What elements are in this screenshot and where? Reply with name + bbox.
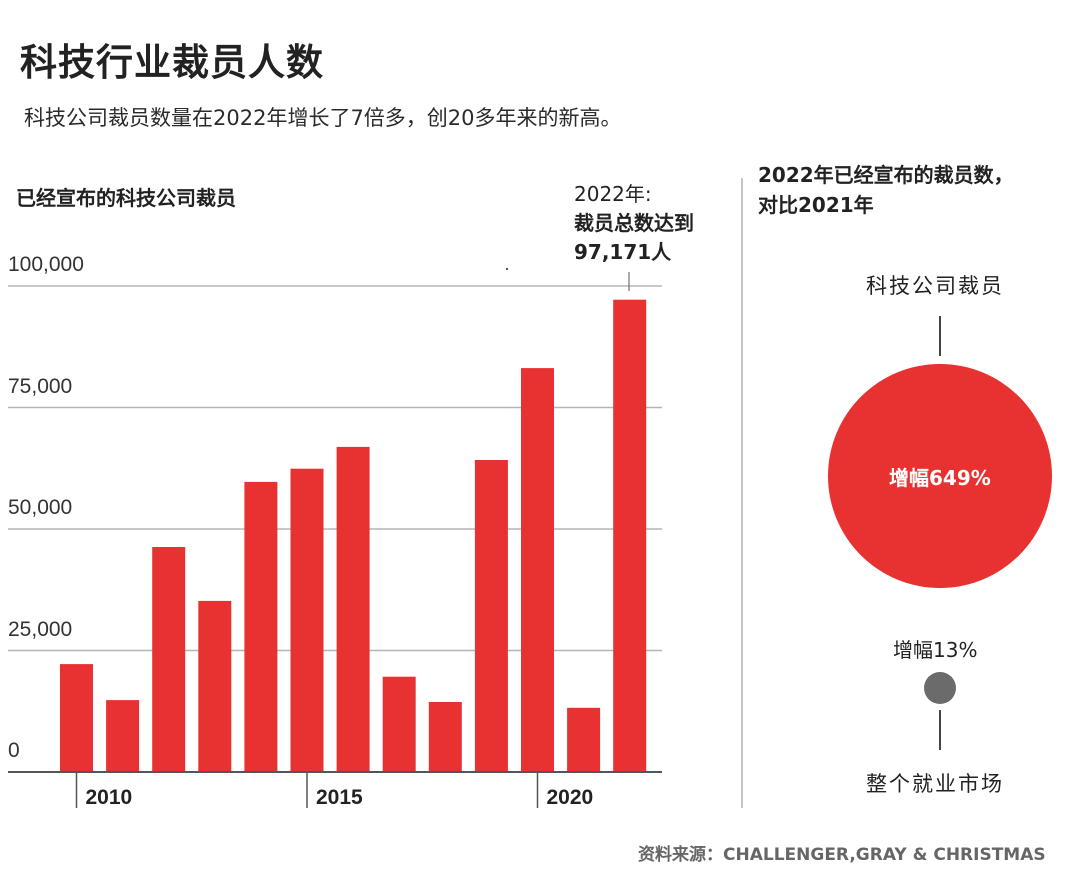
job-market-label: 整个就业市场	[866, 772, 1004, 796]
bar-2011	[106, 700, 140, 772]
x-tick-label: 2015	[316, 786, 363, 809]
y-tick-label: 0	[8, 739, 20, 762]
comparison-title: 2022年已经宣布的裁员数， 对比2021年	[758, 160, 1014, 220]
chart-title: 已经宣布的科技公司裁员	[16, 186, 236, 210]
comparison-title-line2: 对比2021年	[758, 193, 874, 217]
annotation-value: 97,171人	[574, 240, 672, 264]
y-tick-label: 75,000	[8, 374, 73, 398]
bar-2019	[474, 460, 508, 772]
market-increase-label: 增幅13%	[893, 638, 978, 662]
bar-2010	[60, 664, 93, 772]
comparison-title-line1: 2022年已经宣布的裁员数，	[758, 163, 1014, 187]
page-title: 科技行业裁员人数	[20, 41, 324, 84]
tech-layoffs-bubble	[828, 364, 1052, 588]
bar-2016	[336, 446, 370, 772]
stray-dot	[505, 267, 509, 271]
bar-2021	[567, 707, 601, 772]
source-credit: 资料来源：CHALLENGER,GRAY & CHRISTMAS	[638, 845, 1046, 865]
bar-2017	[382, 676, 416, 772]
annotation-text: 裁员总数达到	[574, 211, 694, 235]
y-tick-label: 25,000	[8, 617, 73, 641]
y-tick-label: 100,000	[8, 253, 84, 276]
bar-2014	[244, 481, 278, 772]
bar-2012	[152, 547, 186, 772]
tech-layoffs-label: 科技公司裁员	[866, 274, 1004, 298]
bar-2022	[613, 299, 647, 772]
bars	[60, 299, 647, 772]
page-subtitle: 科技公司裁员数量在2022年增长了7倍多，创20多年来的新高。	[24, 106, 622, 130]
bar-2015	[290, 468, 324, 772]
y-tick-label: 50,000	[8, 496, 73, 519]
x-tick-label: 2010	[85, 786, 133, 809]
annotation-2022: 2022年: 裁员总数达到 97,171人	[574, 180, 694, 267]
x-axis	[8, 771, 662, 808]
gridlines	[8, 285, 662, 652]
bar-2013	[198, 600, 232, 772]
bar-2020	[521, 368, 554, 772]
job-market-bubble	[924, 672, 956, 704]
x-tick-label: 2020	[546, 786, 594, 809]
tech-increase-label: 增幅649%	[889, 465, 991, 490]
annotation-year: 2022年:	[574, 182, 652, 206]
bar-2018	[428, 702, 462, 772]
